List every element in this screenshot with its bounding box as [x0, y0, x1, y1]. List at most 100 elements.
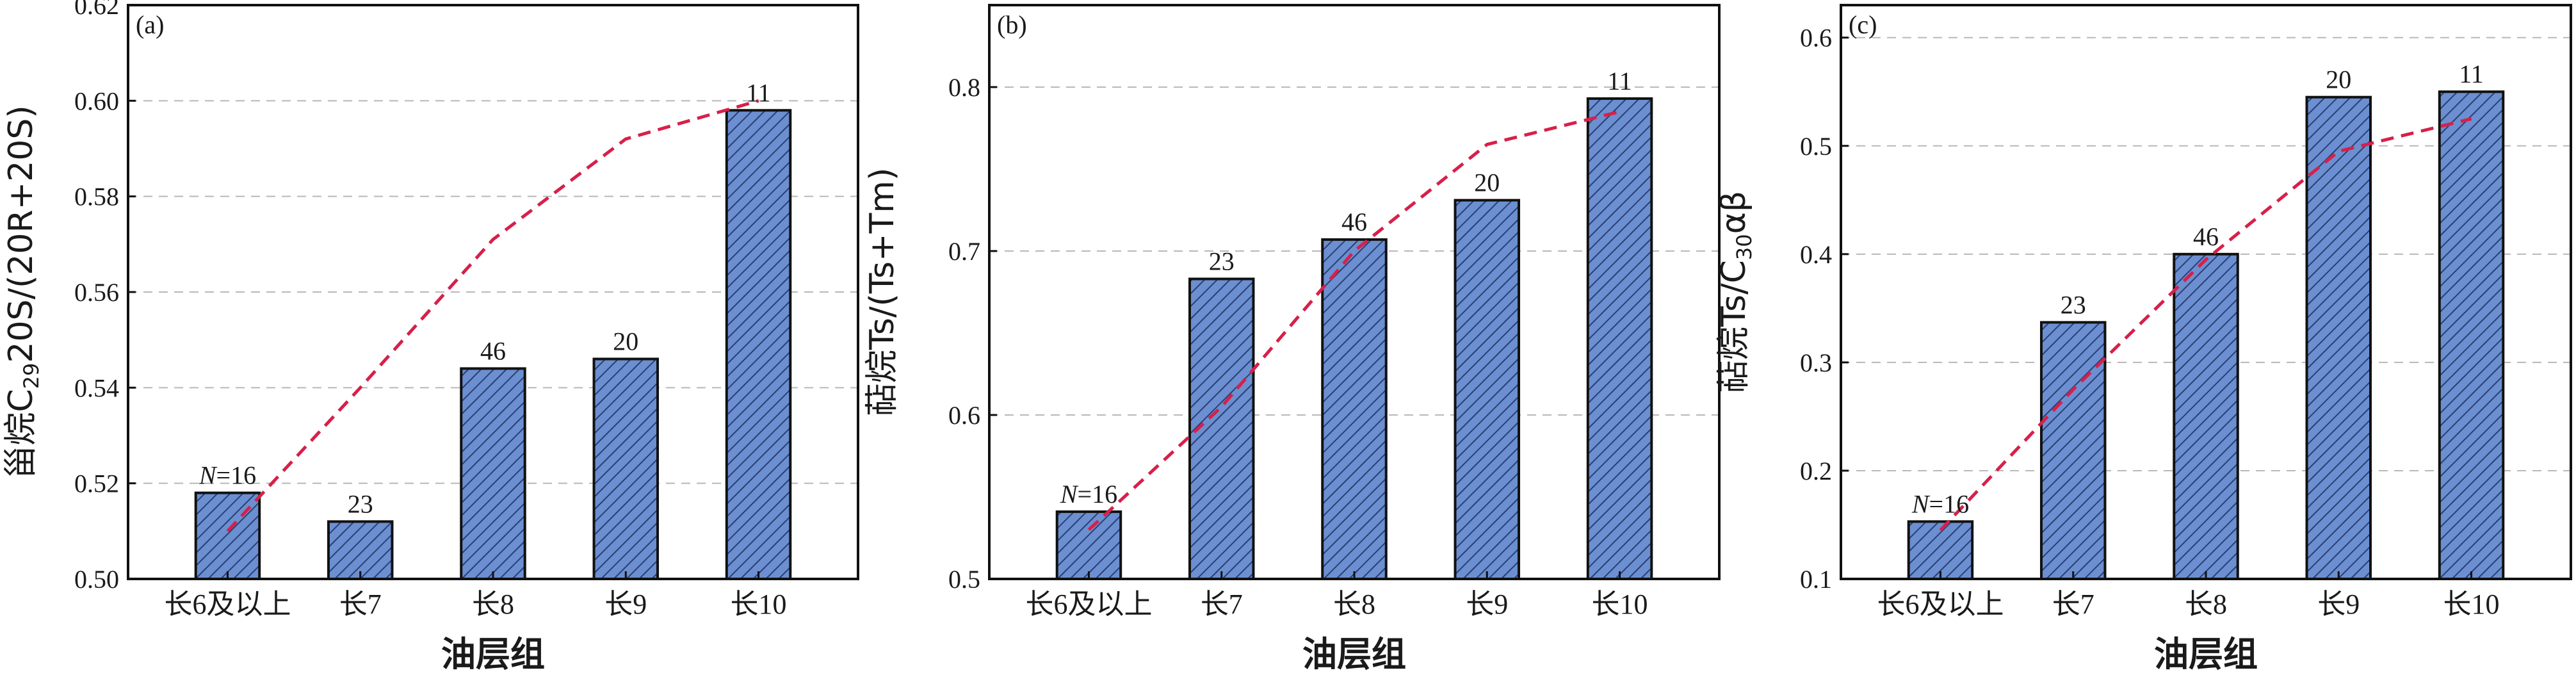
panel-label: (a) [136, 10, 164, 39]
count-value: 46 [1341, 207, 1367, 236]
y-tick-label: 0.5 [948, 565, 980, 594]
x-axis-title: 油层组 [441, 634, 545, 674]
y-tick-label: 0.50 [74, 565, 119, 594]
y-tick-label: 0.6 [948, 401, 980, 430]
x-tick-layer: 长6及以上 长7 长8 长9 长10 [1025, 571, 1648, 620]
trend-line [226, 99, 759, 533]
x-tick-label: 长8 [472, 589, 514, 620]
bar [327, 520, 394, 581]
trend-line-layer [1939, 117, 2472, 532]
bar [2039, 321, 2107, 580]
count-value: 20 [1474, 168, 1500, 197]
trend-line-layer [226, 99, 759, 533]
count-equals: = [216, 461, 231, 490]
y-tick-label: 0.62 [74, 0, 119, 20]
count-equals: = [1078, 480, 1092, 508]
y-axis-title-part: 萜烷Ts/C [1715, 260, 1753, 393]
y-tick-layer: 0.1 0.2 0.3 0.4 0.5 0.6 [1800, 24, 1849, 594]
bar [460, 367, 526, 580]
count-value: 20 [613, 327, 638, 356]
y-axis-title: 萜烷Ts/C30αβ [1715, 191, 1756, 393]
count-value: 11 [746, 78, 771, 107]
bar-layer [1055, 97, 1653, 581]
count-label-layer: N=16 23 46 20 11 [1911, 60, 2484, 518]
x-tick-layer: 长6及以上 长7 长8 长9 长10 [1877, 571, 2500, 620]
count-prefix: N [1060, 480, 1079, 508]
y-axis-title-part: 甾烷C [2, 389, 40, 478]
x-tick-label: 长9 [1466, 589, 1508, 620]
y-tick-label: 0.6 [1800, 24, 1832, 53]
bar [1188, 277, 1255, 580]
y-tick-label: 0.4 [1800, 240, 1832, 269]
y-tick-label: 0.54 [74, 373, 119, 402]
y-tick-label: 0.3 [1800, 348, 1832, 377]
count-value: 46 [2193, 222, 2219, 251]
panel-label: (c) [1849, 10, 1877, 39]
count-label: 11 [746, 78, 771, 107]
count-value: 11 [1607, 67, 1632, 95]
count-prefix: N [198, 461, 218, 490]
y-axis-title-part: 20S/(20R+20S) [2, 105, 40, 362]
trend-line [1087, 110, 1621, 532]
bar [592, 357, 660, 580]
bar [1454, 199, 1521, 580]
y-tick-label: 0.52 [74, 469, 119, 498]
x-tick-label: 长9 [2317, 589, 2360, 620]
bar [1055, 510, 1122, 580]
count-label: N=16 [1060, 480, 1117, 508]
bar-layer [1907, 90, 2505, 581]
y-axis-title-part: 萜烷Ts/(Ts+Tm) [863, 168, 902, 417]
y-axis-title: 萜烷Ts/(Ts+Tm) [863, 168, 902, 417]
y-tick-label: 0.56 [74, 278, 119, 307]
x-axis-title: 油层组 [1302, 634, 1406, 674]
bar [1586, 97, 1653, 581]
count-label: 46 [2193, 222, 2219, 251]
count-label-layer: N=16 23 46 20 11 [198, 78, 771, 518]
x-tick-layer: 长6及以上 长7 长8 长9 长10 [164, 571, 787, 620]
count-label: 20 [613, 327, 638, 356]
x-tick-label: 长10 [731, 589, 787, 620]
count-value: 20 [2326, 65, 2351, 94]
count-label: N=16 [198, 461, 256, 490]
count-label: 46 [1341, 207, 1367, 236]
y-axis-title-part: αβ [1715, 191, 1753, 234]
count-value: 23 [2061, 290, 2086, 319]
y-tick-label: 0.60 [74, 86, 119, 115]
bar [194, 491, 261, 580]
count-label: 46 [480, 336, 506, 365]
count-label: 11 [2459, 60, 2484, 88]
x-tick-label: 长8 [1333, 589, 1375, 620]
trend-line-layer [1087, 110, 1621, 532]
x-axis-title: 油层组 [2154, 634, 2258, 674]
bar [2173, 252, 2239, 580]
count-value: 16 [1092, 480, 1117, 508]
y-tick-label: 0.1 [1800, 565, 1832, 594]
count-value: 23 [348, 489, 373, 518]
bar [1321, 238, 1388, 580]
y-tick-label: 0.8 [948, 73, 980, 102]
count-label-layer: N=16 23 46 20 11 [1060, 67, 1632, 508]
x-tick-label: 长7 [2052, 589, 2094, 620]
y-tick-label: 0.5 [1800, 132, 1832, 161]
x-tick-label: 长8 [2185, 589, 2227, 620]
count-label: N=16 [1911, 489, 1969, 518]
count-value: 16 [1943, 489, 1969, 518]
y-tick-layer: 0.5 0.6 0.7 0.8 [948, 73, 997, 594]
y-tick-layer: 0.50 0.52 0.54 0.56 0.58 0.60 0.62 [74, 0, 136, 594]
count-label: 23 [348, 489, 373, 518]
count-label: 20 [2326, 65, 2351, 94]
panel-a: 0.50 0.52 0.54 0.56 0.58 0.60 0.62 长6及以上 长7 长8 长9… [2, 0, 859, 674]
count-label: 23 [2061, 290, 2086, 319]
x-tick-label: 长10 [1592, 589, 1648, 620]
x-tick-label: 长7 [339, 589, 382, 620]
count-label: 20 [1474, 168, 1500, 197]
count-equals: = [1929, 489, 1944, 518]
y-axis-title: 甾烷C2920S/(20R+20S) [2, 105, 44, 478]
x-tick-label: 长6及以上 [164, 589, 291, 620]
x-tick-label: 长6及以上 [1025, 589, 1152, 620]
count-value: 46 [480, 336, 506, 365]
panel-b: 0.5 0.6 0.7 0.8 长6及以上 长7 长8 长9 长10 N=16 23 46 20 11… [863, 4, 1721, 674]
count-value: 11 [2459, 60, 2484, 88]
x-tick-label: 长9 [604, 589, 647, 620]
x-tick-label: 长6及以上 [1877, 589, 2004, 620]
